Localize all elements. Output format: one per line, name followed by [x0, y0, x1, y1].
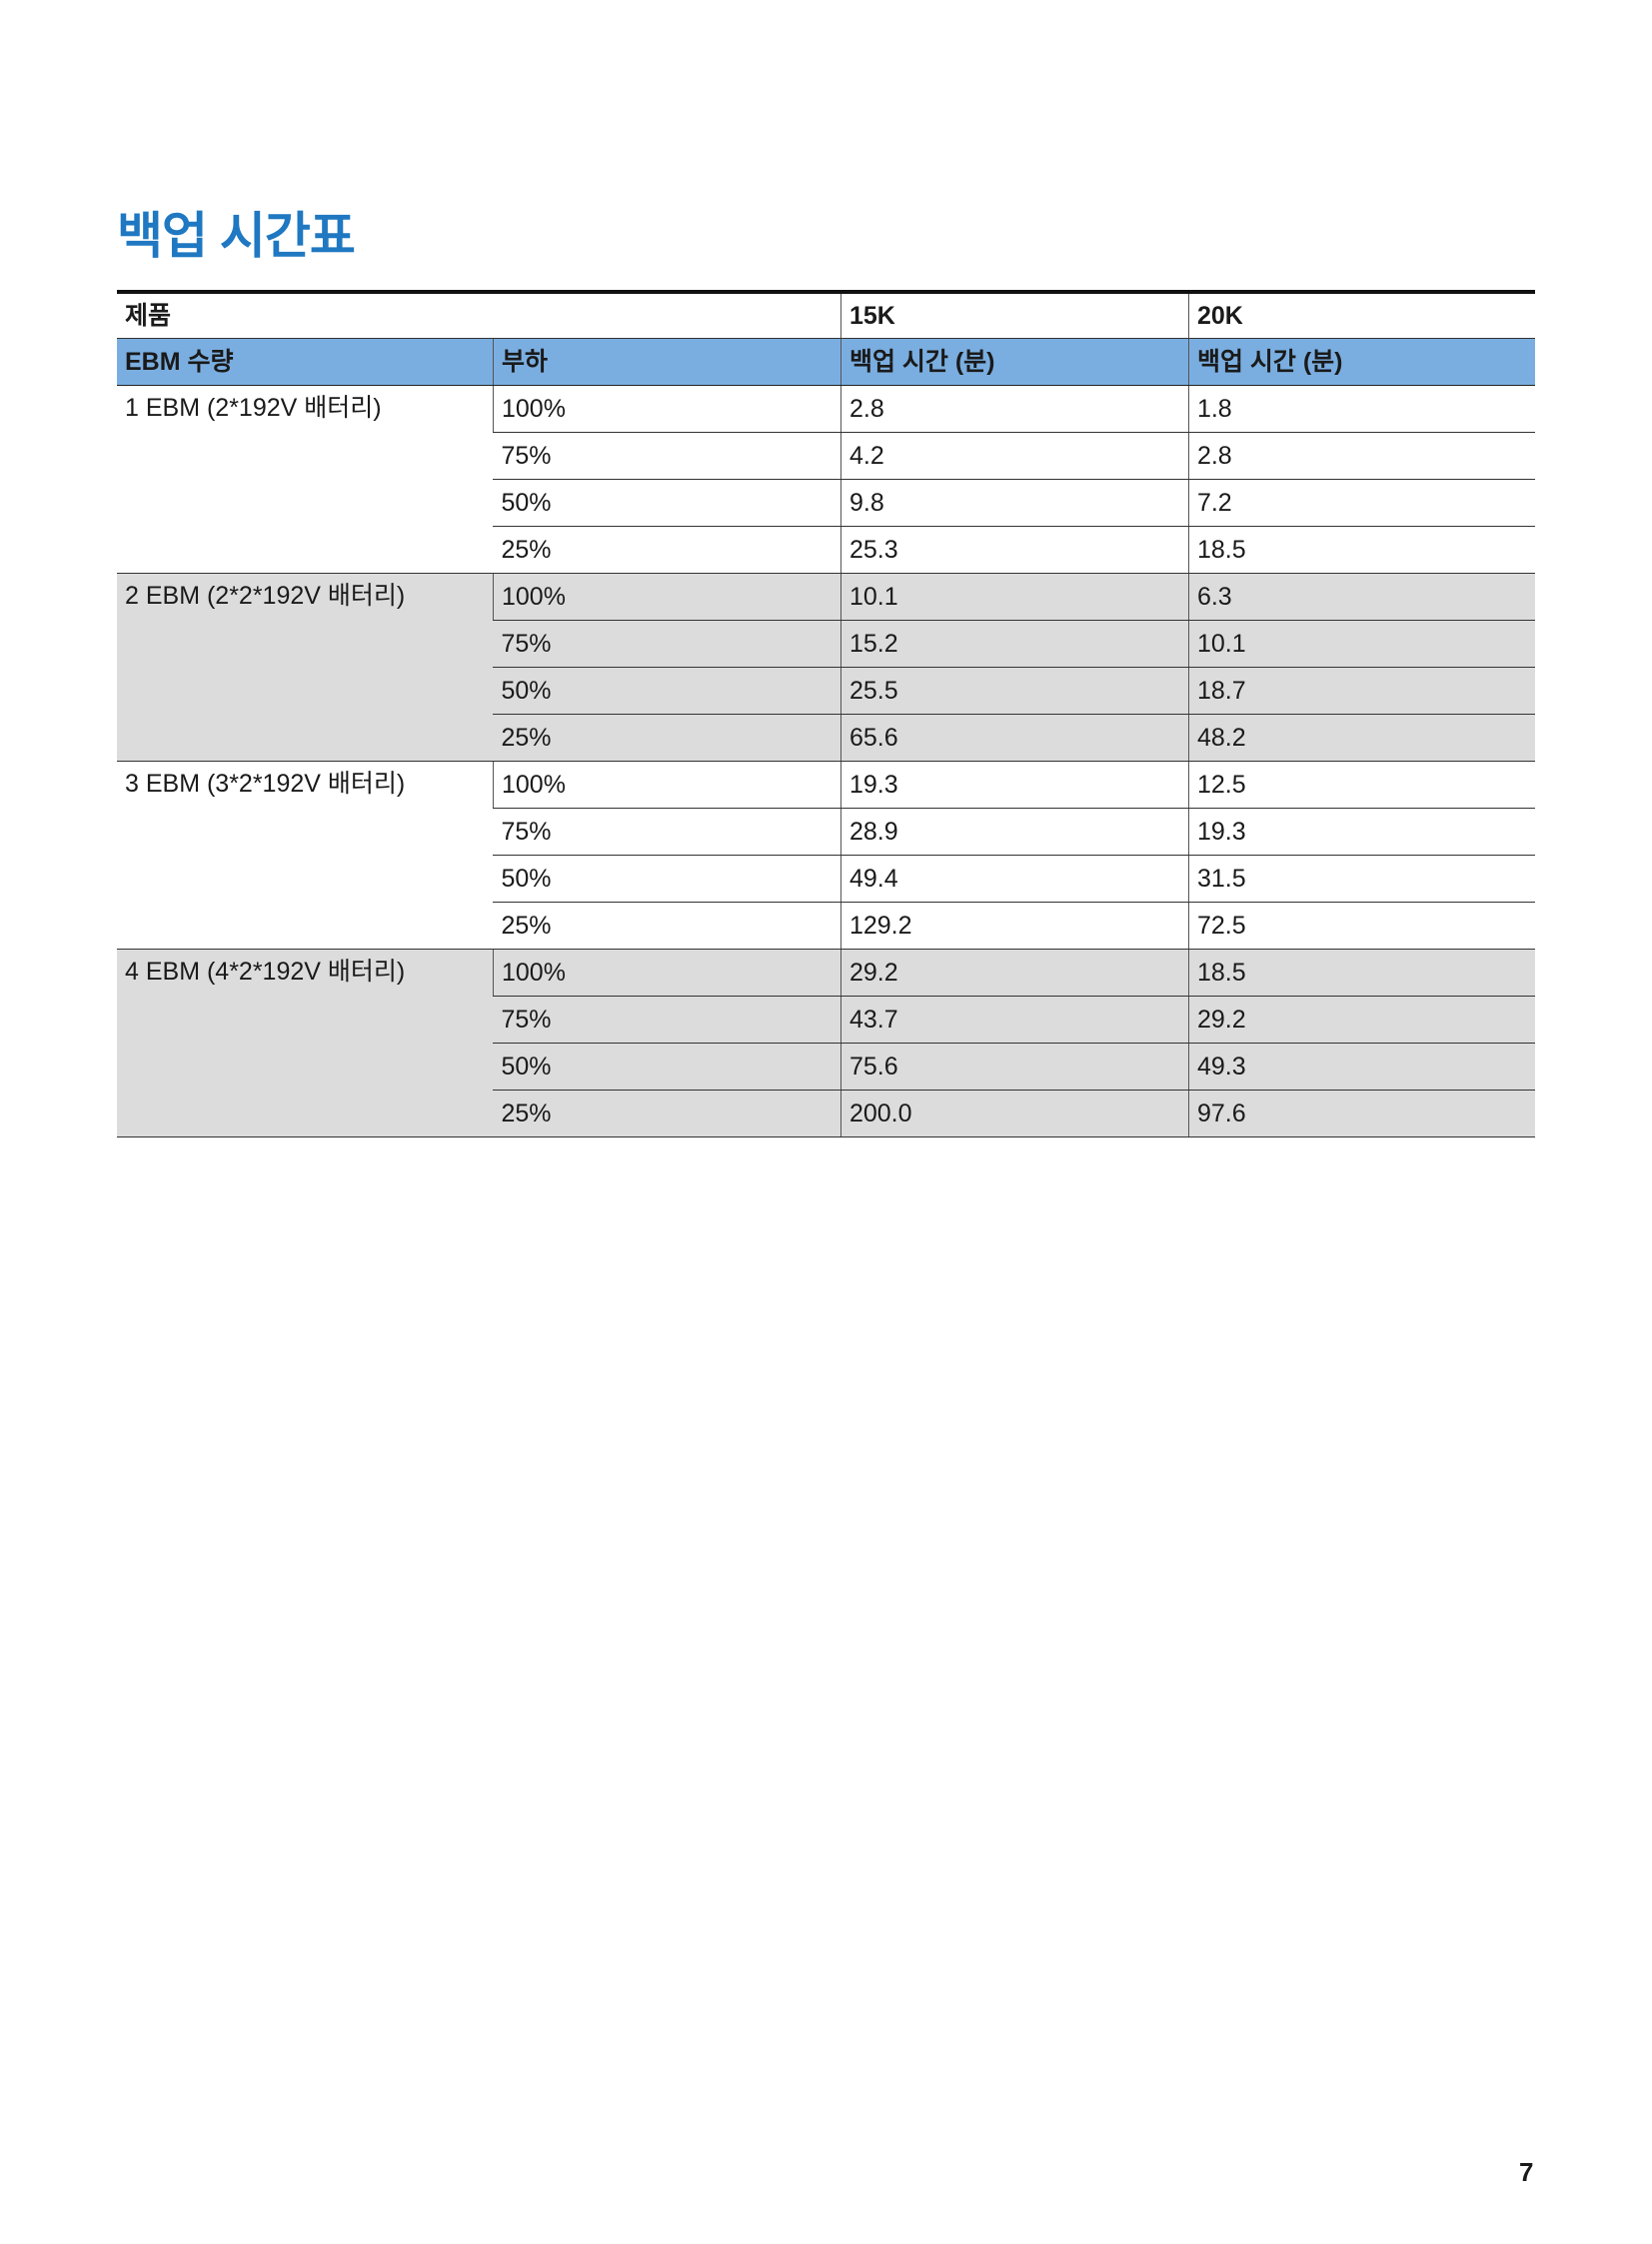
- backup-20k-cell: 1.8: [1187, 385, 1535, 433]
- load-cell: 25%: [493, 714, 841, 762]
- load-cell: 50%: [493, 479, 841, 527]
- model-20k: 20K: [1187, 290, 1535, 339]
- ebm-group-label: 1 EBM (2*192V 배터리): [117, 385, 494, 574]
- backup-20k-cell: 10.1: [1187, 620, 1535, 668]
- product-label: 제품: [117, 290, 841, 339]
- table-row: 75% 15.2 10.1: [117, 620, 1535, 668]
- backup-20k-cell: 19.3: [1187, 808, 1535, 856]
- backup-15k-cell: 65.6: [839, 714, 1189, 762]
- ebm-group-label: 2 EBM (2*2*192V 배터리): [117, 573, 494, 762]
- load-cell: 50%: [493, 855, 841, 903]
- product-row: 제품 15K 20K: [117, 290, 1535, 339]
- backup-20k-cell: 29.2: [1187, 996, 1535, 1044]
- backup-20k-cell: 18.7: [1187, 667, 1535, 715]
- table-row: 50% 9.8 7.2: [117, 479, 1535, 527]
- table-row: 75% 28.9 19.3: [117, 808, 1535, 856]
- backup-20k-cell: 18.5: [1187, 949, 1535, 997]
- backup-20k-cell: 97.6: [1187, 1090, 1535, 1137]
- header-backup-15k: 백업 시간 (분): [839, 338, 1189, 386]
- header-load: 부하: [492, 338, 841, 386]
- load-cell: 100%: [492, 385, 841, 433]
- load-cell: 75%: [493, 620, 841, 668]
- load-cell: 100%: [492, 573, 841, 621]
- page-number: 7: [1519, 2157, 1534, 2187]
- backup-15k-cell: 25.3: [839, 526, 1189, 574]
- load-cell: 100%: [492, 761, 841, 809]
- backup-15k-cell: 43.7: [839, 996, 1189, 1044]
- table-row: 75% 43.7 29.2: [117, 996, 1535, 1044]
- backup-15k-cell: 200.0: [839, 1090, 1189, 1137]
- backup-20k-cell: 48.2: [1187, 714, 1535, 762]
- backup-20k-cell: 72.5: [1187, 902, 1535, 950]
- model-15k: 15K: [839, 290, 1189, 339]
- load-cell: 100%: [492, 949, 841, 997]
- backup-20k-cell: 7.2: [1187, 479, 1535, 527]
- ebm-group-label: 3 EBM (3*2*192V 배터리): [117, 761, 494, 950]
- table-row: 25% 200.0 97.6: [117, 1090, 1535, 1137]
- table-row: 75% 4.2 2.8: [117, 432, 1535, 480]
- backup-20k-cell: 6.3: [1187, 573, 1535, 621]
- header-backup-20k: 백업 시간 (분): [1187, 338, 1535, 386]
- backup-15k-cell: 75.6: [839, 1043, 1189, 1091]
- load-cell: 75%: [493, 996, 841, 1044]
- table-row: 4 EBM (4*2*192V 배터리) 100% 29.2 18.5: [117, 949, 1535, 1137]
- load-cell: 50%: [493, 667, 841, 715]
- backup-15k-cell: 19.3: [839, 761, 1189, 809]
- ebm-group-label: 4 EBM (4*2*192V 배터리): [117, 949, 494, 1137]
- backup-15k-cell: 2.8: [839, 385, 1189, 433]
- backup-15k-cell: 29.2: [839, 949, 1189, 997]
- header-row: EBM 수량 부하 백업 시간 (분) 백업 시간 (분): [117, 338, 1535, 386]
- backup-20k-cell: 12.5: [1187, 761, 1535, 809]
- backup-15k-cell: 10.1: [839, 573, 1189, 621]
- load-cell: 25%: [493, 526, 841, 574]
- backup-15k-cell: 9.8: [839, 479, 1189, 527]
- load-cell: 75%: [493, 432, 841, 480]
- header-ebm-count: EBM 수량: [117, 338, 494, 386]
- backup-20k-cell: 31.5: [1187, 855, 1535, 903]
- backup-15k-cell: 49.4: [839, 855, 1189, 903]
- backup-15k-cell: 4.2: [839, 432, 1189, 480]
- load-cell: 75%: [493, 808, 841, 856]
- backup-15k-cell: 15.2: [839, 620, 1189, 668]
- table-row: 25% 25.3 18.5: [117, 526, 1535, 574]
- page-title: 백업 시간표: [117, 208, 356, 264]
- backup-time-table: 제품 15K 20K EBM 수량 부하 백업 시간 (분) 백업 시간 (분)…: [117, 290, 1535, 1137]
- load-cell: 50%: [493, 1043, 841, 1091]
- table-row: 2 EBM (2*2*192V 배터리) 100% 10.1 6.3: [117, 573, 1535, 762]
- backup-20k-cell: 18.5: [1187, 526, 1535, 574]
- table-row: 25% 65.6 48.2: [117, 714, 1535, 762]
- table-row: 1 EBM (2*192V 배터리) 100% 2.8 1.8: [117, 385, 1535, 574]
- table-row: 50% 25.5 18.7: [117, 667, 1535, 715]
- table-row: 3 EBM (3*2*192V 배터리) 100% 19.3 12.5: [117, 761, 1535, 950]
- load-cell: 25%: [493, 1090, 841, 1137]
- load-cell: 25%: [493, 902, 841, 950]
- backup-20k-cell: 49.3: [1187, 1043, 1535, 1091]
- table-row: 50% 75.6 49.3: [117, 1043, 1535, 1091]
- table-row: 25% 129.2 72.5: [117, 902, 1535, 950]
- backup-15k-cell: 28.9: [839, 808, 1189, 856]
- backup-15k-cell: 25.5: [839, 667, 1189, 715]
- backup-15k-cell: 129.2: [839, 902, 1189, 950]
- backup-20k-cell: 2.8: [1187, 432, 1535, 480]
- table-row: 50% 49.4 31.5: [117, 855, 1535, 903]
